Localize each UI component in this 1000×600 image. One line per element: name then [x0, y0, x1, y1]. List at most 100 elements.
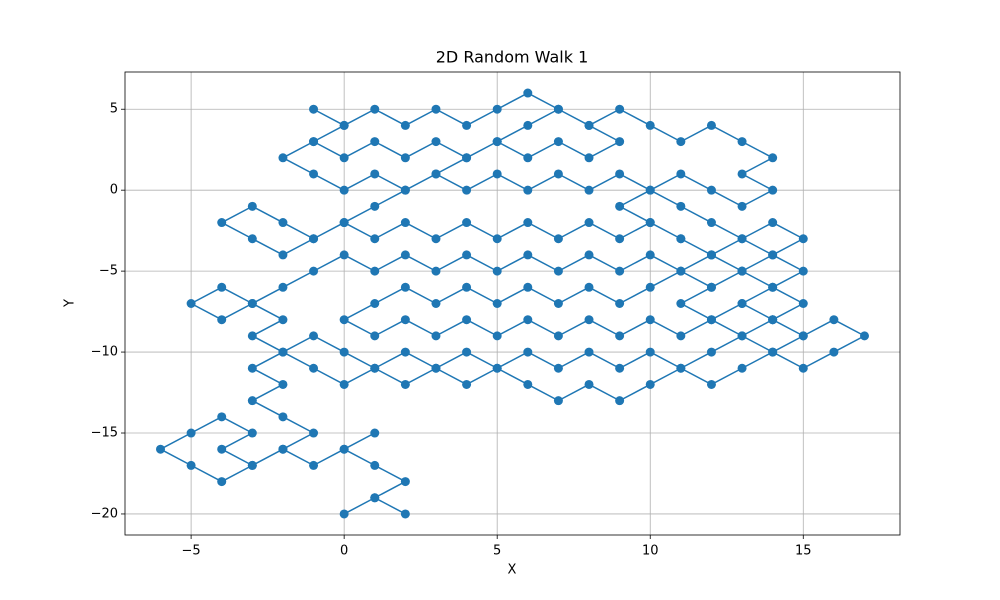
walk-point	[247, 234, 257, 244]
walk-point	[462, 153, 472, 163]
plot-frame	[124, 71, 901, 536]
walk-point	[553, 104, 563, 114]
walk-point	[798, 363, 808, 373]
walk-point	[339, 509, 349, 519]
y-axis-label: Y	[63, 299, 78, 308]
walk-point	[156, 444, 166, 454]
walk-point	[309, 266, 319, 276]
walk-point	[309, 363, 319, 373]
walk-point	[615, 137, 625, 147]
walk-point	[339, 250, 349, 260]
walk-point	[645, 379, 655, 389]
walk-point	[768, 347, 778, 357]
walk-point	[645, 185, 655, 195]
walk-point	[247, 428, 257, 438]
walk-point	[400, 120, 410, 130]
walk-point	[706, 282, 716, 292]
walk-point	[462, 379, 472, 389]
walk-point	[706, 347, 716, 357]
walk-point	[523, 282, 533, 292]
walk-point	[615, 331, 625, 341]
walk-point	[462, 185, 472, 195]
walk-point	[462, 250, 472, 260]
walk-point	[309, 460, 319, 470]
walk-point	[492, 234, 502, 244]
walk-point	[737, 234, 747, 244]
walk-point	[523, 153, 533, 163]
walk-point	[615, 104, 625, 114]
walk-point	[217, 315, 227, 325]
walk-point	[370, 299, 380, 308]
walk-point	[186, 460, 196, 470]
walk-point	[584, 120, 594, 130]
walk-point	[553, 169, 563, 179]
walk-point	[615, 266, 625, 276]
walk-point	[492, 169, 502, 179]
walk-point	[278, 218, 288, 228]
walk-point	[339, 185, 349, 195]
walk-point	[584, 185, 594, 195]
walk-point	[645, 250, 655, 260]
x-tick-label: 15	[795, 544, 812, 559]
walk-point	[400, 509, 410, 519]
walk-point	[492, 299, 502, 308]
walk-point	[584, 250, 594, 260]
walk-point	[309, 169, 319, 179]
walk-point	[584, 153, 594, 163]
walk-point	[217, 477, 227, 487]
walk-point	[798, 234, 808, 244]
walk-point	[462, 347, 472, 357]
walk-point	[584, 218, 594, 228]
chart-title: 2D Random Walk 1	[436, 48, 589, 67]
walk-point	[737, 201, 747, 211]
walk-point	[217, 282, 227, 292]
walk-point	[431, 169, 441, 179]
walk-point	[400, 153, 410, 163]
walk-point	[400, 477, 410, 487]
walk-point	[615, 169, 625, 179]
y-tick-label: −5	[99, 264, 118, 279]
walk-point	[798, 266, 808, 276]
walk-point	[768, 250, 778, 260]
walk-point	[186, 299, 196, 308]
walk-point	[584, 347, 594, 357]
walk-point	[186, 428, 196, 438]
walk-point	[553, 396, 563, 406]
walk-point	[706, 185, 716, 195]
walk-point	[492, 363, 502, 373]
walk-point	[676, 234, 686, 244]
walk-point	[523, 379, 533, 389]
walk-point	[217, 218, 227, 228]
walk-point	[829, 315, 839, 325]
walk-point	[278, 379, 288, 389]
walk-point	[523, 120, 533, 130]
walk-point	[523, 315, 533, 325]
walk-point	[706, 218, 716, 228]
walk-point	[370, 201, 380, 211]
walk-point	[645, 120, 655, 130]
walk-point	[523, 88, 533, 98]
walk-point	[462, 218, 472, 228]
walk-point	[798, 299, 808, 308]
walk-point	[370, 363, 380, 373]
walk-point	[370, 169, 380, 179]
walk-point	[584, 282, 594, 292]
walk-point	[278, 347, 288, 357]
walk-point	[768, 185, 778, 195]
walk-point	[676, 201, 686, 211]
walk-point	[737, 137, 747, 147]
walk-point	[553, 137, 563, 147]
y-tick-label: 5	[110, 102, 118, 117]
walk-point	[584, 315, 594, 325]
walk-point	[339, 444, 349, 454]
walk-point	[431, 299, 441, 308]
walk-point	[676, 137, 686, 147]
walk-point	[737, 169, 747, 179]
walk-point	[523, 250, 533, 260]
y-tick-label: −20	[91, 506, 118, 521]
walk-point	[247, 460, 257, 470]
walk-point	[798, 331, 808, 341]
walk-point	[645, 282, 655, 292]
walk-point	[706, 120, 716, 130]
